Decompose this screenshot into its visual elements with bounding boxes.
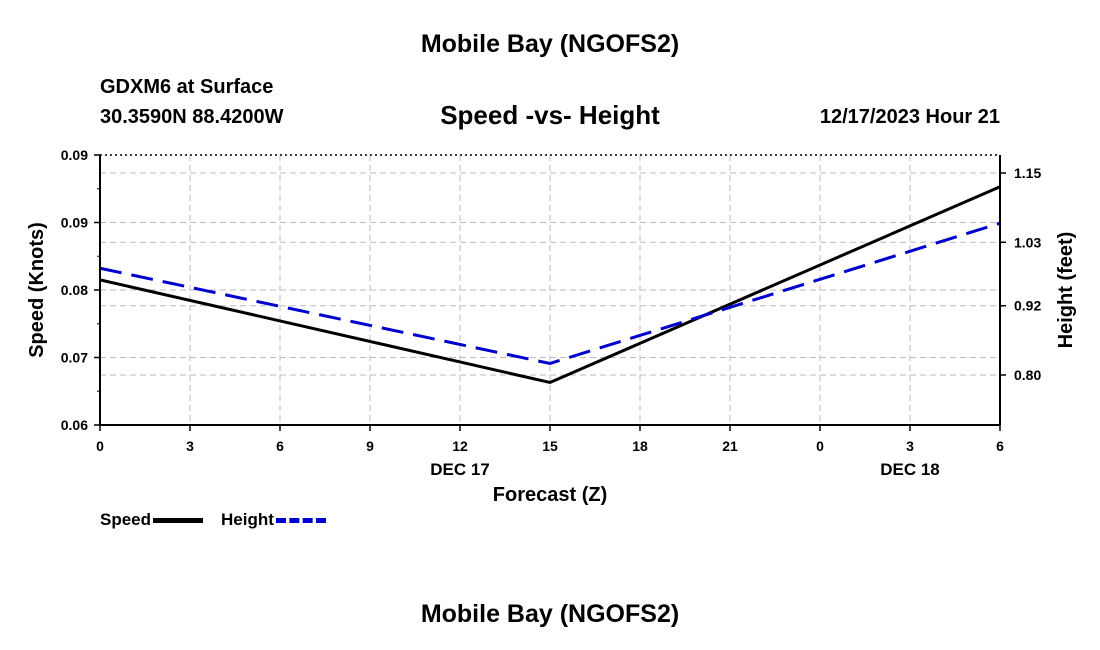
legend-label-height: Height: [221, 510, 274, 529]
x-tick-label: 9: [366, 438, 374, 454]
y-axis-title-right: Height (feet): [1055, 232, 1077, 349]
legend-label-speed: Speed: [100, 510, 152, 529]
y-tick-label-right: 1.03: [1014, 234, 1041, 250]
y-tick-label-left: 0.09: [61, 215, 88, 231]
x-day-label: DEC 17: [430, 460, 490, 479]
y-axis-title-left: Speed (Knots): [26, 222, 48, 358]
x-tick-label: 0: [816, 438, 824, 454]
x-tick-label: 12: [452, 438, 468, 454]
x-tick-label: 6: [996, 438, 1004, 454]
legend-swatch-speed: [153, 517, 204, 523]
forecast-datetime: 12/17/2023 Hour 21: [819, 106, 1000, 128]
footer-title: Mobile Bay (NGOFS2): [420, 600, 680, 628]
x-tick-label: 15: [542, 438, 558, 454]
x-tick-label: 6: [276, 438, 284, 454]
x-tick-label: 21: [722, 438, 738, 454]
y-tick-label-left: 0.06: [61, 417, 88, 433]
x-tick-label: 3: [186, 438, 194, 454]
y-tick-label-left: 0.07: [61, 350, 88, 366]
station-label: GDXM6 at Surface: [100, 76, 274, 98]
series-line-height: [99, 221, 1001, 366]
series-line-speed: [99, 185, 1001, 385]
x-day-label: DEC 18: [880, 460, 940, 479]
y-tick-label-left: 0.09: [61, 147, 88, 163]
y-tick-label-left: 0.08: [61, 282, 88, 298]
y-tick-label-right: 0.80: [1014, 367, 1041, 383]
x-tick-label: 0: [96, 438, 104, 454]
x-tick-label: 18: [632, 438, 648, 454]
station-coordinates: 30.3590N 88.4200W: [100, 106, 284, 128]
x-tick-label: 3: [906, 438, 914, 454]
y-tick-label-right: 0.92: [1014, 298, 1041, 314]
legend: Speed Height: [100, 510, 344, 530]
legend-item-height: Height: [221, 510, 326, 530]
y-tick-label-right: 1.15: [1014, 165, 1041, 181]
chart-title: Speed -vs- Height: [440, 100, 660, 130]
page-title: Mobile Bay (NGOFS2): [420, 30, 680, 58]
x-axis-title: Forecast (Z): [493, 484, 607, 506]
legend-swatch-height: [275, 517, 326, 523]
legend-item-speed: Speed: [100, 510, 204, 530]
